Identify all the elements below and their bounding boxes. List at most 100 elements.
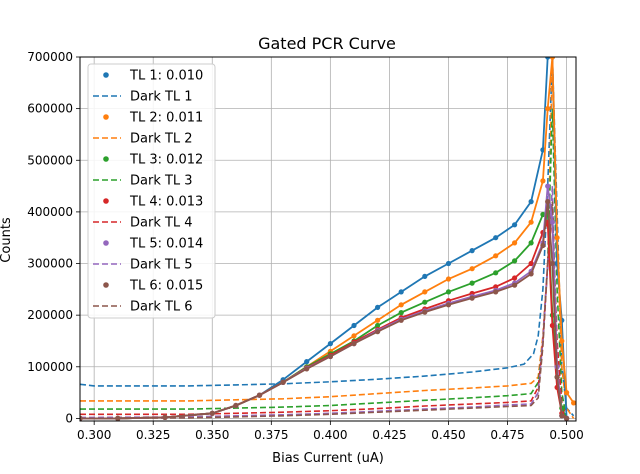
x-tick-label: 0.300 [77,428,111,442]
dark-series-line-5 [80,186,568,419]
x-tick-label: 0.375 [254,428,288,442]
legend-marker-point [103,198,109,204]
y-tick-label: 100000 [27,360,73,374]
light-series-point-6 [233,402,239,409]
light-series-point-6 [162,414,168,420]
light-series-point-1 [398,289,404,295]
light-series-point-4 [511,275,518,281]
light-series-point-3 [422,299,428,305]
x-tick-label: 0.400 [313,428,347,442]
light-series-point-2 [545,106,551,112]
y-axis-label: Counts [0,217,14,263]
light-series-point-6 [545,199,551,205]
light-series-point-2 [511,240,518,246]
legend-marker-point [103,240,109,246]
light-series-point-2 [564,390,570,396]
light-series-point-4 [493,284,499,290]
axes-frame [79,56,577,422]
legend-label: TL 6: 0.015 [129,279,203,294]
legend-marker-point [103,156,109,162]
light-series-point-5 [549,219,556,225]
light-series-point-3 [540,211,546,218]
light-series-point-2 [540,178,546,184]
light-series-point-2 [445,276,452,282]
legend-box [87,63,216,319]
legend-label: TL 4: 0.013 [129,195,203,210]
dark-series-line-2 [80,57,575,419]
legend-marker-point [103,282,109,288]
y-axis-ticks: 0 100000 200000 300000 400000 500000 600000 700… [27,50,80,425]
legend: TL 1: 0.010 Dark TL 1 TL 2: 0.011 Dark TL 2… [87,63,216,319]
light-series-point-2 [493,253,499,259]
light-series-point-1 [327,341,333,347]
y-tick-label: 700000 [27,50,73,64]
legend-label: Dark TL 4 [130,216,193,231]
light-series-point-1 [351,322,357,329]
light-series-point-3 [375,322,381,329]
light-series-point-2 [554,235,560,241]
legend-label: TL 3: 0.012 [129,153,203,168]
x-tick-label: 0.500 [549,428,583,442]
light-series-point-6 [554,374,560,380]
light-series-point-6 [559,413,565,419]
light-series-point-6 [398,317,404,323]
light-series-point-6 [564,415,570,421]
light-series-point-1 [493,235,499,241]
light-series-point-2 [571,400,576,406]
light-series-point-6 [115,415,121,421]
light-series-point-1 [528,199,534,205]
light-series-point-6 [469,295,475,301]
x-axis-ticks: 0.300 0.325 0.350 0.375 0.400 0.425 0.450 0.475… [77,421,584,442]
legend-marker-point [103,114,109,120]
light-series-point-3 [511,258,518,264]
light-series-point-1 [469,248,475,254]
light-series-point-1 [422,273,428,279]
light-series-point-6 [493,289,499,295]
light-series-point-6 [327,353,333,360]
legend-marker-point [103,72,109,78]
x-tick-label: 0.450 [431,428,465,442]
light-series-point-4 [549,322,556,329]
light-series-point-4 [528,260,534,267]
light-series-point-2 [398,302,404,308]
light-series-point-2 [375,317,381,323]
light-series-point-6 [422,309,428,315]
dark-series-line-4 [80,211,568,419]
light-series-point-6 [549,260,556,267]
light-series-point-2 [549,57,555,60]
legend-label: Dark TL 3 [130,174,193,189]
light-series-point-6 [304,366,310,372]
light-series-point-6 [80,415,83,421]
x-tick-label: 0.425 [372,428,406,442]
chart-title: Gated PCR Curve [258,34,396,53]
light-series-point-6 [256,392,263,398]
light-series-point-5 [545,183,551,189]
light-series-point-6 [351,341,357,347]
light-series-point-1 [511,222,518,228]
light-series-point-1 [375,304,381,310]
light-series-point-3 [528,240,534,246]
x-axis-label: Bias Current (uA) [272,451,384,466]
light-series-point-2 [422,289,428,295]
legend-label: TL 2: 0.011 [129,111,203,126]
light-series-point-2 [469,266,475,272]
legend-label: TL 1: 0.010 [129,69,203,84]
y-tick-label: 400000 [27,205,73,219]
light-series-point-6 [540,242,546,249]
legend-label: Dark TL 5 [130,258,193,273]
y-tick-label: 300000 [27,257,73,271]
light-series-point-1 [445,260,452,267]
x-tick-label: 0.350 [195,428,229,442]
legend-label: Dark TL 2 [130,132,193,147]
x-tick-label: 0.325 [136,428,170,442]
y-tick-label: 200000 [27,308,73,322]
light-series-point-3 [469,280,475,286]
light-series-point-2 [528,219,534,225]
light-series-point-6 [209,410,215,416]
light-series-point-1 [304,359,310,365]
light-series-line-6 [80,201,568,420]
light-series-point-2 [559,338,565,344]
y-tick-label: 600000 [27,102,73,116]
light-series-point-2 [351,333,357,339]
